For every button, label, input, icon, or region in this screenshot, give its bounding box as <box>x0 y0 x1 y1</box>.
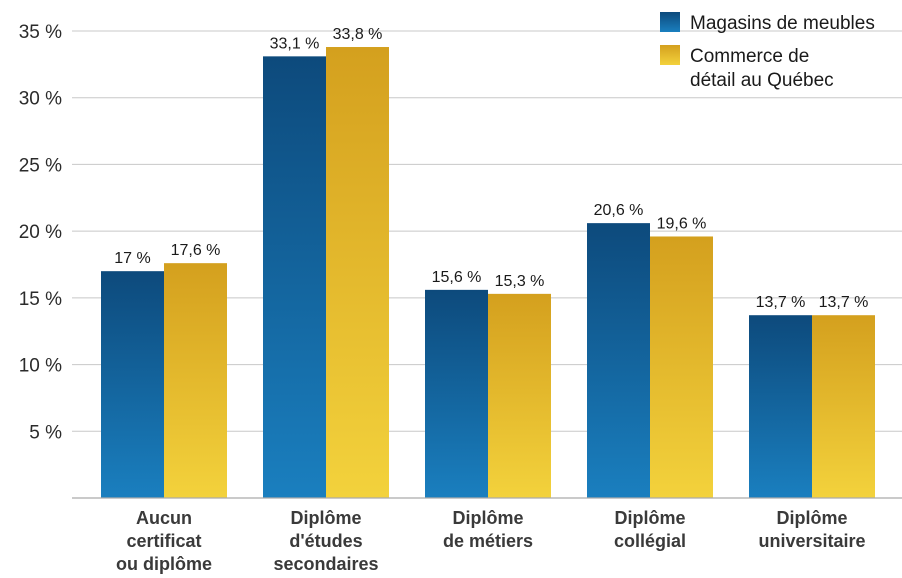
bar-commerce <box>164 263 227 498</box>
data-label: 33,8 % <box>333 26 383 43</box>
y-axis-ticks: 5 % 10 % 15 % 20 % 25 % 30 % 35 % <box>19 22 62 443</box>
data-label: 17,6 % <box>171 242 221 259</box>
y-tick-label: 20 % <box>19 222 62 243</box>
data-label: 17 % <box>114 250 150 267</box>
bar-commerce <box>650 236 713 499</box>
bar-magasins <box>263 56 326 498</box>
bar-commerce <box>812 315 875 498</box>
data-label: 15,6 % <box>432 269 482 286</box>
y-tick-label: 10 % <box>19 356 62 377</box>
legend-label-commerce: Commerce de détail au Québec <box>690 46 834 91</box>
x-category-label: Diplôme de métiers <box>443 508 533 551</box>
legend-swatch-magasins <box>660 12 680 32</box>
y-tick-label: 35 % <box>19 22 62 43</box>
legend-swatch-commerce <box>660 45 680 65</box>
data-label: 13,7 % <box>756 294 806 311</box>
x-category-label: Aucun certificat ou diplôme <box>116 508 212 574</box>
data-label: 33,1 % <box>270 35 320 52</box>
data-label: 13,7 % <box>819 294 869 311</box>
bar-magasins <box>425 289 488 498</box>
x-category-label: Diplôme universitaire <box>758 508 865 551</box>
x-category-label: Diplôme collégial <box>614 508 686 551</box>
legend-label-magasins: Magasins de meubles <box>690 13 875 34</box>
y-tick-label: 30 % <box>19 89 62 110</box>
y-tick-label: 15 % <box>19 289 62 310</box>
data-labels: 17 % 17,6 % 33,1 % 33,8 % 15,6 % 15,3 % 20,6 %… <box>114 26 868 311</box>
bar-magasins <box>749 315 812 498</box>
bar-magasins <box>587 223 650 498</box>
bars <box>101 47 875 499</box>
bar-magasins <box>101 271 164 498</box>
y-tick-label: 25 % <box>19 155 62 176</box>
data-label: 19,6 % <box>657 215 707 232</box>
legend: Magasins de meubles Commerce de détail au … <box>660 12 875 91</box>
x-axis-categories: Aucun certificat ou diplôme Diplôme d'études… <box>116 508 866 574</box>
data-label: 15,3 % <box>495 273 545 290</box>
x-category-label: Diplôme d'études secondaires <box>273 508 378 574</box>
y-tick-label: 5 % <box>29 422 62 443</box>
data-label: 20,6 % <box>594 202 644 219</box>
bar-commerce <box>488 293 551 498</box>
bar-commerce <box>326 47 389 499</box>
